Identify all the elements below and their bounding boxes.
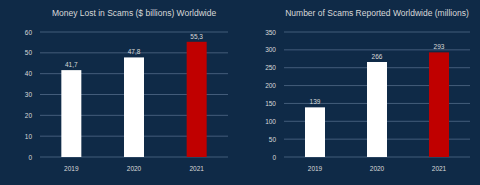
page: {"chart_data": [ {"type": "bar", "title"… [0,0,480,185]
bars [61,42,206,157]
x-tick-label: 2020 [370,165,385,172]
y-tick-label: 200 [265,82,276,89]
data-label: 293 [434,43,445,50]
data-label: 55,3 [190,33,203,40]
data-label: 41,7 [65,61,78,68]
bar [187,42,207,157]
data-label: 47,8 [128,48,141,55]
bar [124,57,144,157]
x-tick-label: 2020 [127,165,142,172]
y-tick-label: 150 [265,100,276,107]
bar [305,107,325,157]
grid-line [284,32,470,33]
y-tick-label: 60 [25,29,33,36]
y-tick-label: 100 [265,118,276,125]
data-label: 266 [372,53,383,60]
data-label: 139 [310,98,321,105]
y-tick-label: 20 [25,112,33,119]
x-tick-label: 2021 [432,165,447,172]
y-tick-label: 350 [265,29,276,36]
chart-canvas: Money Lost in Scams ($ billions) Worldwi… [0,0,480,185]
bar [61,70,81,157]
y-tick-label: 300 [265,46,276,53]
y-tick-label: 0 [28,154,32,161]
y-tick-label: 40 [25,70,33,77]
y-tick-label: 50 [25,49,33,56]
background [0,0,480,185]
chart-title: Money Lost in Scams ($ billions) Worldwi… [52,8,217,18]
y-tick-label: 10 [25,133,33,140]
y-tick-label: 0 [272,154,276,161]
chart-title: Number of Scams Reported Worldwide (mill… [285,8,469,18]
y-tick-label: 250 [265,64,276,71]
x-tick-label: 2019 [64,165,79,172]
bar [429,52,449,157]
y-tick-label: 50 [269,136,277,143]
y-tick-label: 30 [25,91,33,98]
x-tick-label: 2019 [308,165,323,172]
x-tick-label: 2021 [189,165,204,172]
bars [305,52,449,157]
bar [367,62,387,157]
